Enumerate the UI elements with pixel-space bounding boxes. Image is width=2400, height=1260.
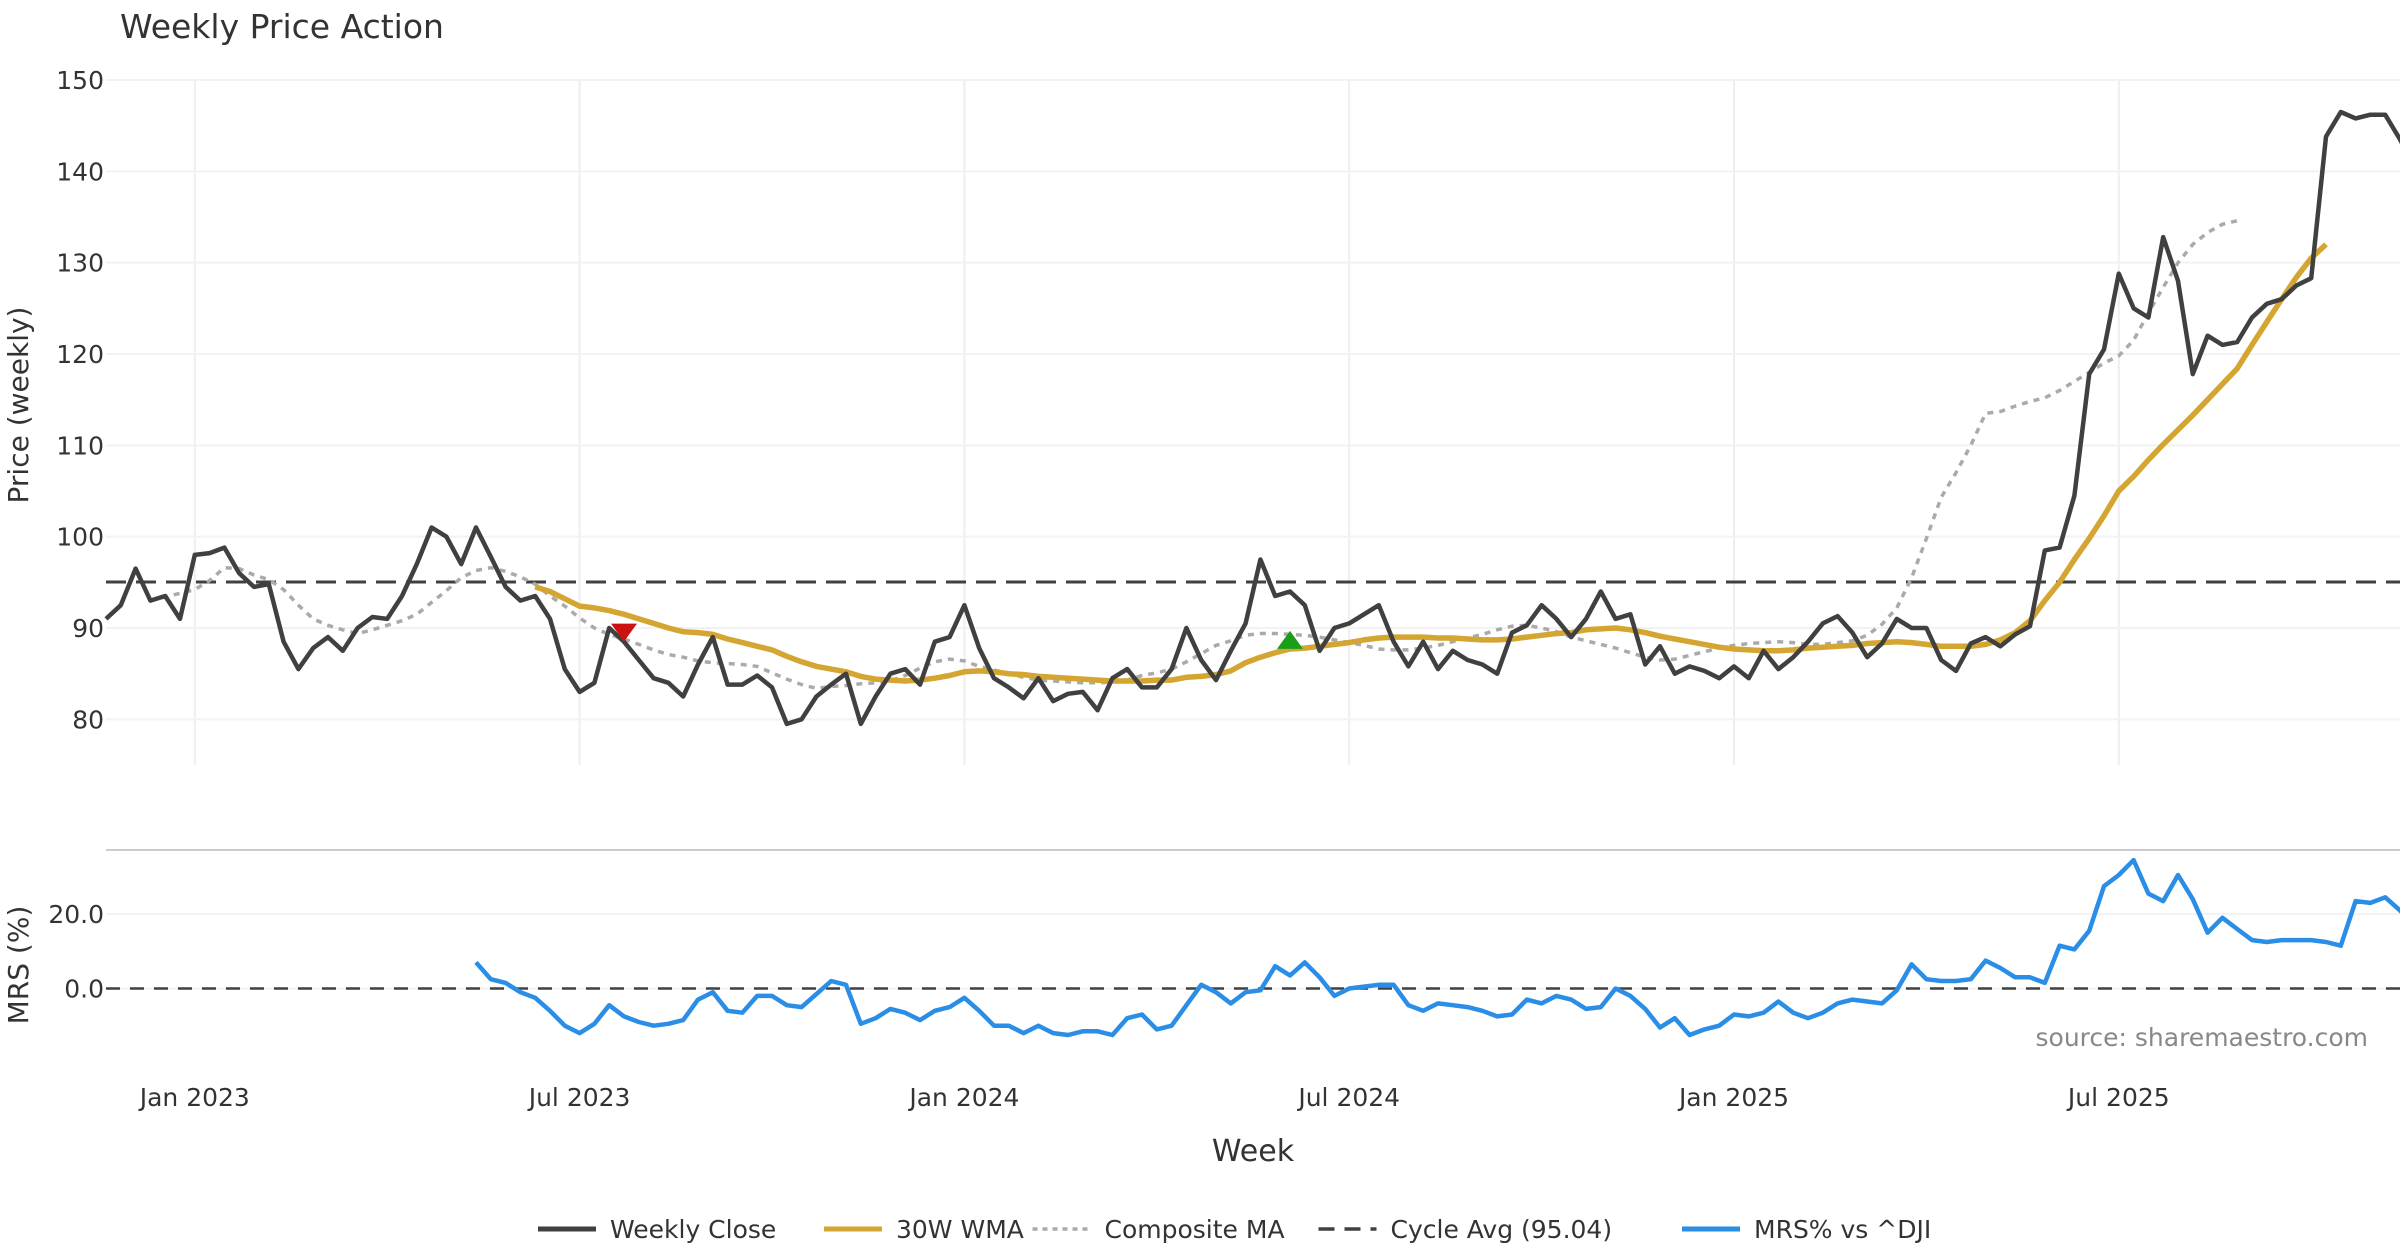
legend-entry: 30W WMA [824, 1215, 1024, 1244]
legend-label: 30W WMA [896, 1215, 1024, 1244]
price-panel: 80 90 100 110 120 130 140 150 Price (weekly) [2, 66, 2400, 765]
wma-30w-line [534, 242, 2328, 684]
sell-signal-marker [611, 623, 637, 642]
legend-label: Composite MA [1105, 1215, 1285, 1244]
legend-label: MRS% vs ^DJI [1754, 1215, 1931, 1244]
price-y-tick-label: 90 [72, 614, 104, 643]
mrs-y-tick-labels: 0.0 20.0 [48, 900, 104, 1003]
price-y-axis-label: Price (weekly) [2, 307, 35, 504]
legend-entry: MRS% vs ^DJI [1682, 1215, 1931, 1244]
composite-ma-line [149, 218, 2238, 691]
legend-entry: Composite MA [1032, 1215, 1285, 1244]
x-tick-label: Jan 2025 [1677, 1083, 1789, 1112]
x-tick-label: Jul 2024 [1296, 1083, 1400, 1112]
legend-entry: Cycle Avg (95.04) [1318, 1215, 1613, 1244]
price-y-tick-label: 80 [72, 705, 104, 734]
x-tick-label: Jul 2025 [2066, 1083, 2170, 1112]
price-y-tick-label: 100 [56, 523, 104, 552]
mrs-gridlines [106, 913, 2400, 990]
x-axis-label: Week [1212, 1134, 1295, 1169]
chart-title: Weekly Price Action [120, 7, 444, 46]
mrs-y-tick-label: 20.0 [48, 900, 104, 929]
legend-entry: Weekly Close [538, 1215, 776, 1244]
price-y-tick-label: 140 [56, 157, 104, 186]
price-y-tick-label: 130 [56, 249, 104, 278]
price-y-tick-label: 110 [56, 431, 104, 460]
mrs-panel: 0.0 20.0 MRS (%) source: sharemaestro.com [2, 857, 2400, 1052]
x-tick-label: Jul 2023 [527, 1083, 631, 1112]
price-y-tick-label: 150 [56, 66, 104, 95]
source-label: source: sharemaestro.com [2036, 1023, 2369, 1052]
mrs-y-axis-label: MRS (%) [2, 906, 35, 1025]
weekly-close-line [104, 109, 2400, 727]
price-y-tick-label: 120 [56, 340, 104, 369]
x-tick-label: Jan 2024 [907, 1083, 1019, 1112]
mrs-line [474, 857, 2400, 1038]
price-y-tick-labels: 80 90 100 110 120 130 140 150 [56, 66, 104, 734]
x-tick-labels: Jan 2023 Jul 2023 Jan 2024 Jul 2024 Jan 2025… [138, 1083, 2170, 1112]
buy-signal-marker [1277, 630, 1303, 649]
legend-label: Cycle Avg (95.04) [1391, 1215, 1613, 1244]
mrs-y-tick-label: 0.0 [64, 974, 104, 1003]
x-tick-label: Jan 2023 [138, 1083, 250, 1112]
legend-label: Weekly Close [610, 1215, 776, 1244]
legend: Weekly Close 30W WMA Composite MA Cycle Avg… [538, 1215, 1931, 1244]
price-gridlines [106, 79, 2400, 765]
